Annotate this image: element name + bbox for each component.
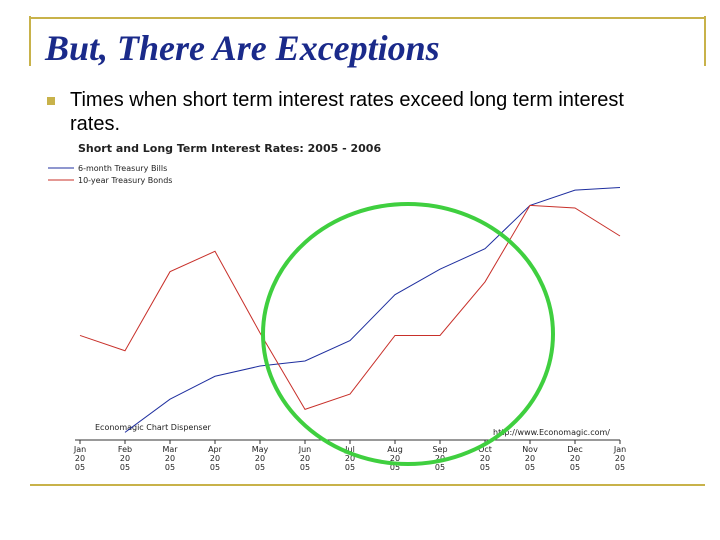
x-tick-label: Sep <box>432 445 447 454</box>
x-tick-label: 05 <box>255 463 265 472</box>
x-tick-label: 20 <box>255 454 265 463</box>
x-tick-label: Oct <box>478 445 492 454</box>
highlight-circle <box>261 202 555 466</box>
source: http://www.Economagic.com/ <box>493 428 610 437</box>
x-tick-label: 20 <box>210 454 220 463</box>
x-tick-label: 05 <box>570 463 580 472</box>
x-tick-label: 20 <box>570 454 580 463</box>
x-tick-label: 20 <box>615 454 625 463</box>
x-tick-label: 05 <box>210 463 220 472</box>
x-tick-label: Jan <box>613 445 626 454</box>
legend-label: 6-month Treasury Bills <box>78 164 167 173</box>
x-tick-label: Mar <box>162 445 178 454</box>
x-tick-label: 20 <box>390 454 400 463</box>
x-tick-label: 20 <box>345 454 355 463</box>
bullet-marker <box>47 97 55 105</box>
chart-title: Short and Long Term Interest Rates: 2005… <box>78 142 381 155</box>
x-tick-label: 05 <box>615 463 625 472</box>
x-tick-label: Dec <box>567 445 582 454</box>
x-tick-label: 20 <box>435 454 445 463</box>
x-tick-label: 05 <box>165 463 175 472</box>
x-tick-label: 05 <box>435 463 445 472</box>
x-tick-label: 05 <box>345 463 355 472</box>
x-tick-label: 05 <box>75 463 85 472</box>
x-tick-label: 20 <box>75 454 85 463</box>
x-tick-label: 20 <box>165 454 175 463</box>
x-tick-label: 20 <box>300 454 310 463</box>
slide-title: But, There Are Exceptions <box>44 28 440 68</box>
x-tick-label: Jan <box>73 445 86 454</box>
x-tick-label: 20 <box>120 454 130 463</box>
x-tick-label: Nov <box>522 445 538 454</box>
x-tick-label: 20 <box>480 454 490 463</box>
source: Economagic Chart Dispenser <box>95 423 211 432</box>
x-tick-label: Feb <box>118 445 132 454</box>
x-tick-label: May <box>252 445 269 454</box>
x-tick-label: Jun <box>298 445 312 454</box>
x-tick-label: 05 <box>525 463 535 472</box>
x-tick-label: 05 <box>300 463 310 472</box>
series-line <box>124 187 621 433</box>
bullet-box: Times when short term interest rates exc… <box>70 89 624 135</box>
x-tick-label: Apr <box>208 445 223 454</box>
x-tick-label: Jul <box>344 445 355 454</box>
series-line <box>79 204 621 411</box>
bullet-text: Times when short term interest rates exc… <box>70 89 624 135</box>
x-tick-label: 05 <box>480 463 490 472</box>
x-tick-label: Aug <box>387 445 403 454</box>
legend-label: 10-year Treasury Bonds <box>78 176 172 185</box>
x-tick-label: 05 <box>390 463 400 472</box>
x-tick-label: 20 <box>525 454 535 463</box>
chart: Short and Long Term Interest Rates: 2005… <box>48 142 626 472</box>
x-tick-label: 05 <box>120 463 130 472</box>
